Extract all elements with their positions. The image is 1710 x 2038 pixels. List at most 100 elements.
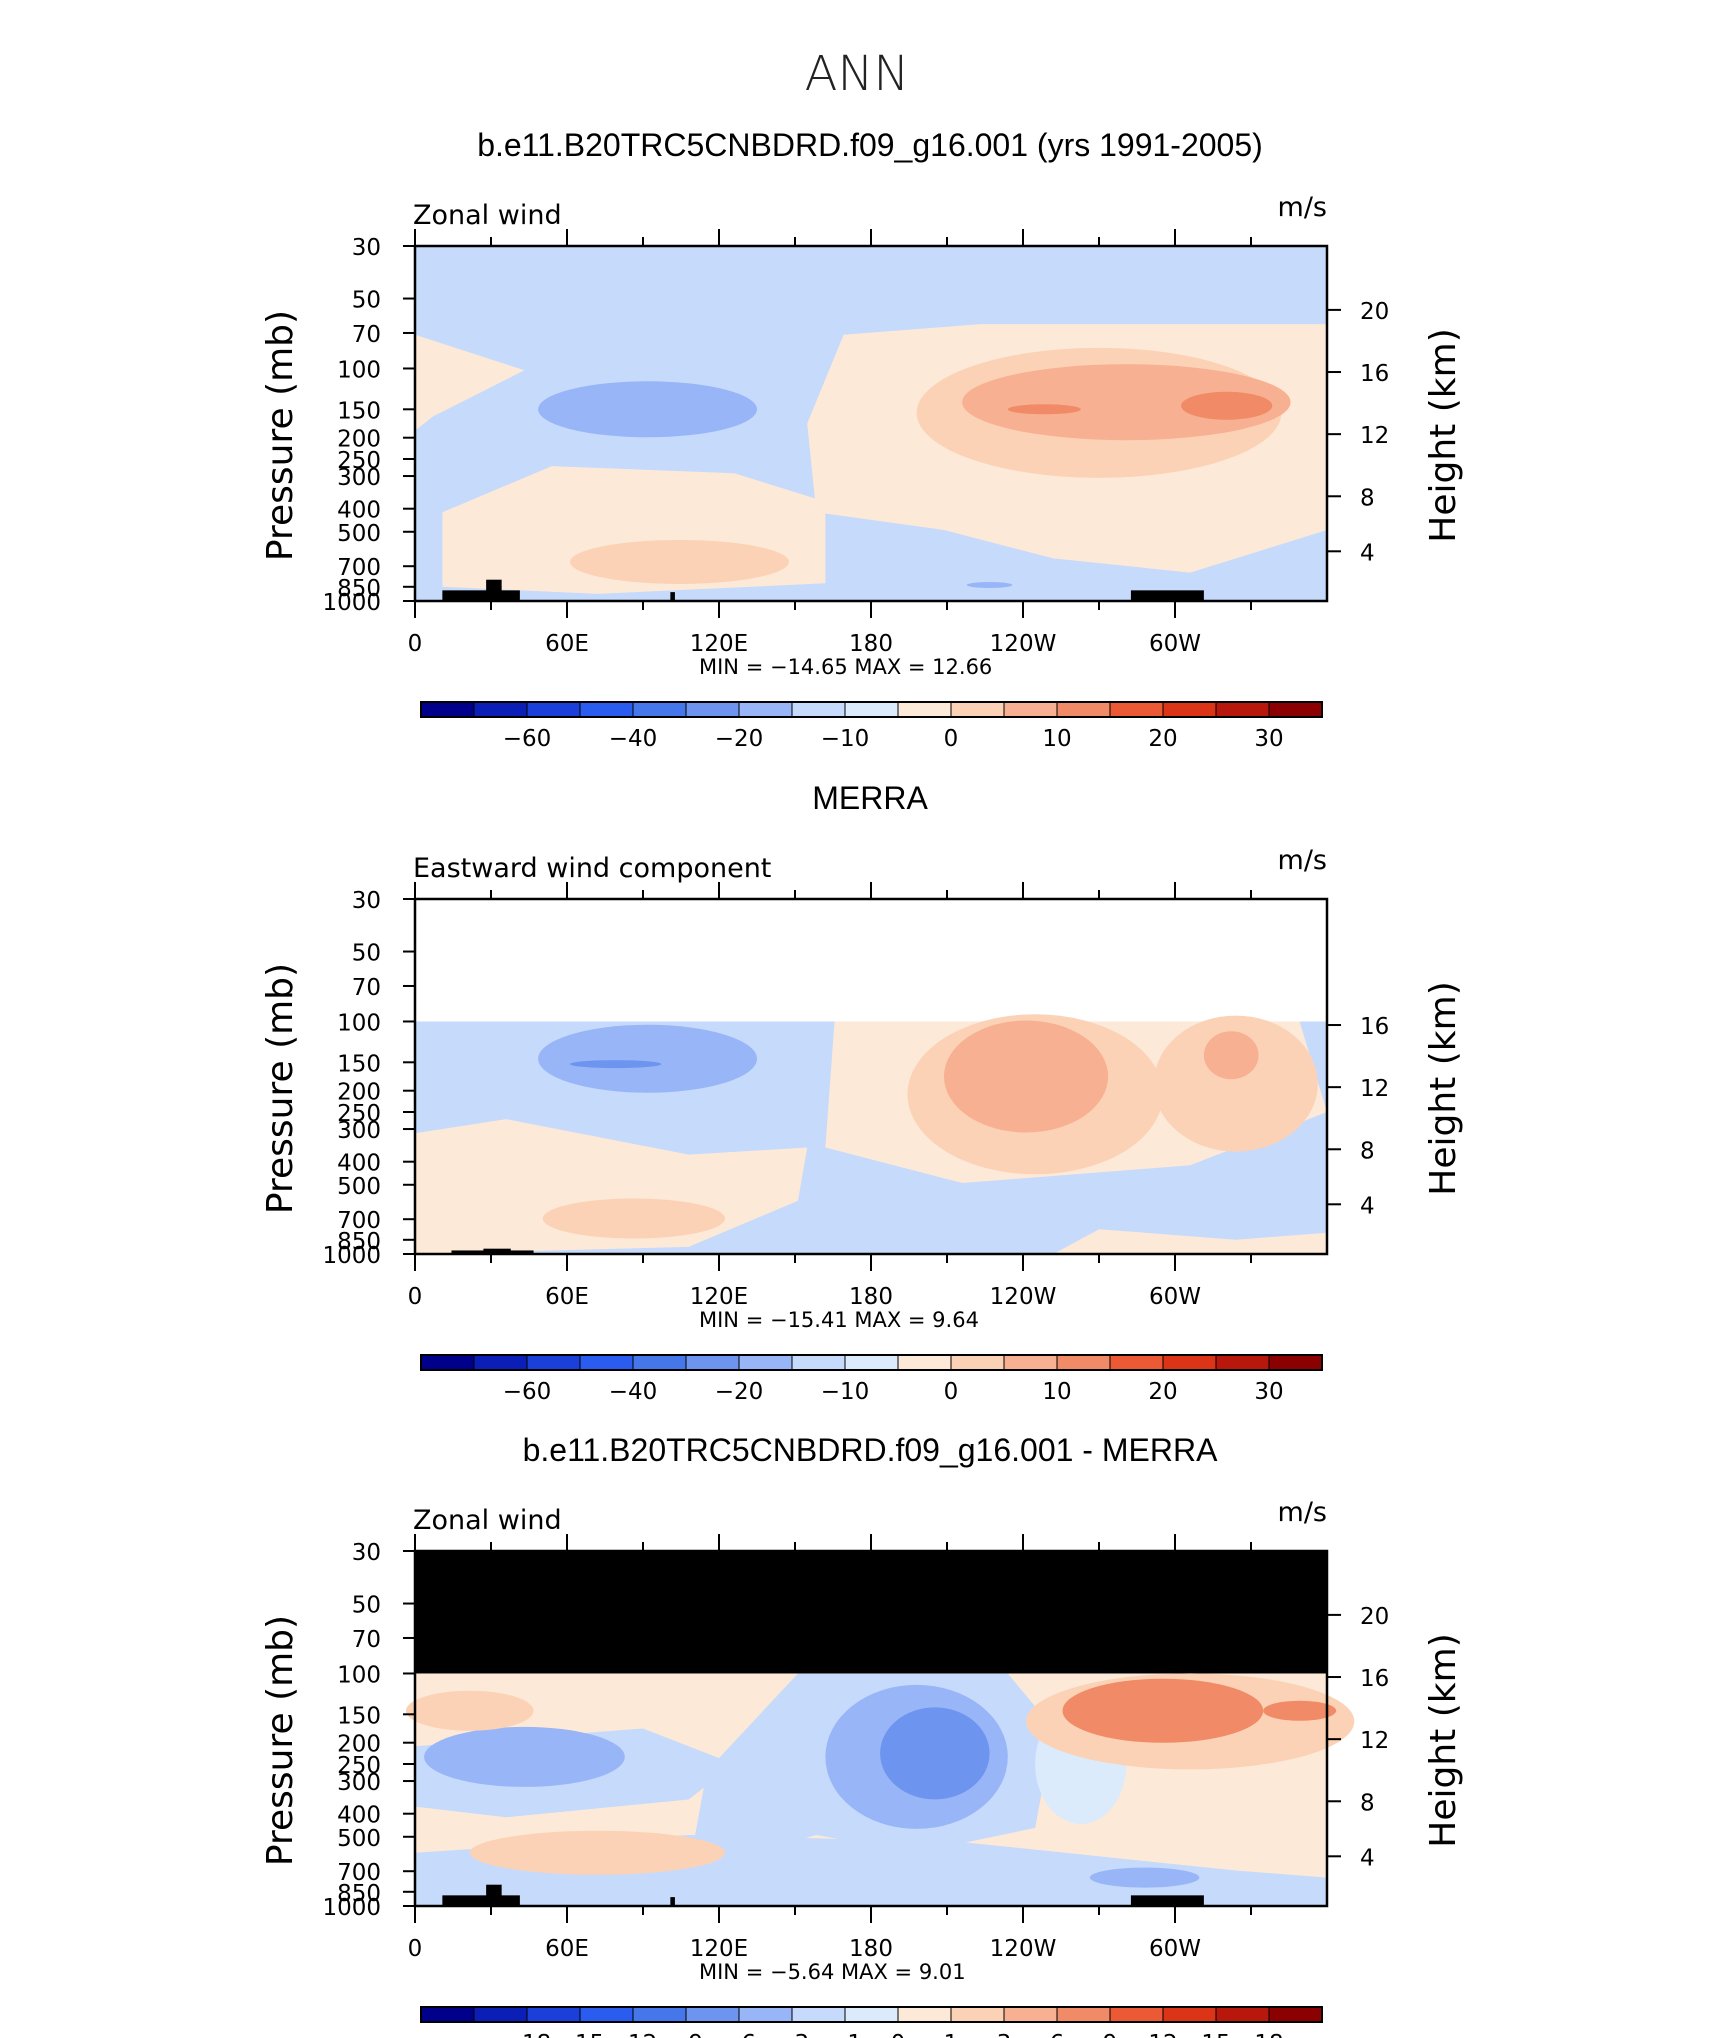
y-tick-label: 50 — [352, 1593, 381, 1619]
y-tick-label: 500 — [337, 521, 381, 547]
x-tick-label: 180 — [849, 1936, 893, 1962]
topography-mask — [442, 590, 520, 601]
panel-1: b.e11.B20TRC5CNBDRD.f09_g16.001 (yrs 199… — [260, 127, 1464, 752]
pressure-axis-title: Pressure (mb) — [260, 1615, 301, 1866]
height-tick-label: 8 — [1360, 1790, 1375, 1816]
colorbar-swatch — [685, 2006, 740, 2023]
x-tick-label: 120W — [990, 1936, 1057, 1962]
x-tick-label: 120E — [690, 1284, 748, 1310]
colorbar-swatch — [844, 1354, 899, 1371]
colorbar-label: 9 — [1103, 2031, 1118, 2038]
field-west-jet — [405, 1690, 534, 1731]
topography-mask — [483, 1248, 511, 1254]
colorbar-label: 10 — [1042, 726, 1071, 752]
field-surface-positive — [1053, 1229, 1327, 1254]
colorbar-label: −20 — [715, 726, 764, 752]
field-label: Zonal wind — [413, 1505, 562, 1536]
colorbar-label: 0 — [944, 1379, 959, 1405]
y-tick-label: 70 — [352, 322, 381, 348]
units-label: m/s — [1278, 1497, 1327, 1528]
colorbar-swatch — [579, 2006, 634, 2023]
height-tick-label: 16 — [1360, 1666, 1389, 1692]
field-westerly-min — [538, 381, 757, 438]
colorbar-swatch — [1268, 1354, 1323, 1371]
colorbar-swatch — [473, 2006, 528, 2023]
y-tick-label: 250 — [337, 1753, 381, 1779]
x-tick-label: 60E — [545, 1284, 589, 1310]
field-central-core — [880, 1707, 990, 1800]
height-axis-title: Height (km) — [1423, 328, 1464, 542]
colorbar-swatch — [579, 1354, 634, 1371]
colorbar-swatch — [950, 1354, 1005, 1371]
colorbar-swatch — [897, 701, 952, 718]
colorbar-swatch — [1162, 701, 1217, 718]
y-tick-label: 150 — [337, 1703, 381, 1729]
field-jet-east — [1263, 1700, 1337, 1721]
colorbar-swatch — [579, 701, 634, 718]
colorbar-swatch — [632, 2006, 687, 2023]
panel-title: b.e11.B20TRC5CNBDRD.f09_g16.001 - MERRA — [523, 1432, 1218, 1468]
height-tick-label: 12 — [1360, 1728, 1389, 1754]
colorbar-swatch — [1162, 1354, 1217, 1371]
colorbar-swatch — [791, 701, 846, 718]
field-jet-mid — [962, 364, 1291, 441]
y-tick-label: 850 — [337, 576, 381, 602]
field-westerly-min — [538, 1024, 757, 1093]
y-tick-label: 700 — [337, 1860, 381, 1886]
y-tick-label: 150 — [337, 398, 381, 424]
field-jet-core — [1062, 1678, 1264, 1743]
colorbar-swatch — [950, 2006, 1005, 2023]
x-tick-label: 180 — [849, 1284, 893, 1310]
colorbar-swatch — [1003, 2006, 1058, 2023]
colorbar-swatch — [950, 701, 1005, 718]
colorbar-label: 20 — [1148, 1379, 1177, 1405]
min-max-annotation: MIN = −14.65 MAX = 12.66 — [699, 655, 992, 679]
x-tick-label: 120E — [690, 1936, 748, 1962]
x-tick-label: 0 — [408, 631, 423, 657]
panel-3: b.e11.B20TRC5CNBDRD.f09_g16.001 - MERRA Z… — [260, 1432, 1464, 2038]
y-tick-label: 400 — [337, 498, 381, 524]
height-axis-title: Height (km) — [1423, 981, 1464, 1195]
y-tick-label: 50 — [352, 941, 381, 967]
colorbar-swatch — [738, 701, 793, 718]
colorbar-swatch — [1215, 2006, 1270, 2023]
colorbar-label: 15 — [1201, 2031, 1230, 2038]
y-tick-label: 30 — [352, 888, 381, 914]
y-tick-label: 700 — [337, 555, 381, 581]
x-tick-label: 60E — [545, 631, 589, 657]
height-tick-label: 20 — [1360, 299, 1389, 325]
x-tick-label: 60E — [545, 1936, 589, 1962]
y-tick-label: 200 — [337, 1080, 381, 1106]
colorbar-label: −3 — [775, 2031, 809, 2038]
colorbar-frame — [420, 2006, 1323, 2023]
y-tick-label: 150 — [337, 1051, 381, 1077]
field-west-jet — [415, 334, 525, 431]
y-tick-label: 1000 — [322, 1243, 381, 1269]
colorbar-swatch — [738, 2006, 793, 2023]
colorbar-swatch — [1215, 701, 1270, 718]
colorbar-label: 0 — [944, 726, 959, 752]
colorbar-label: −40 — [609, 1379, 658, 1405]
field-jet2-core — [1203, 1031, 1259, 1080]
colorbar-swatch — [791, 2006, 846, 2023]
mask-region — [415, 1551, 1327, 1674]
field-small-min — [966, 582, 1013, 589]
colorbar-swatch — [526, 2006, 581, 2023]
colorbar: −60 −40 −20 −10 0 10 20 30 — [420, 701, 1323, 752]
colorbar: −18 −15 −12 −9 −6 −3 −1 0 1 3 6 9 12 15 18 — [420, 2006, 1323, 2038]
field-label: Zonal wind — [413, 200, 562, 231]
colorbar-swatch — [1162, 2006, 1217, 2023]
colorbar-label: 6 — [1050, 2031, 1065, 2038]
min-max-annotation: MIN = −5.64 MAX = 9.01 — [699, 1960, 966, 1984]
colorbar-label: −6 — [722, 2031, 756, 2038]
height-tick-label: 12 — [1360, 423, 1389, 449]
panel-title: b.e11.B20TRC5CNBDRD.f09_g16.001 (yrs 199… — [477, 127, 1263, 163]
field-jet-core-1 — [1007, 404, 1081, 415]
colorbar-swatch — [1056, 1354, 1111, 1371]
colorbar-swatch — [791, 1354, 846, 1371]
x-tick-label: 0 — [408, 1936, 423, 1962]
colorbar-label: 1 — [944, 2031, 959, 2038]
topography-mask — [1130, 590, 1204, 601]
colorbar-label: −1 — [828, 2031, 862, 2038]
y-tick-label: 850 — [337, 1881, 381, 1907]
